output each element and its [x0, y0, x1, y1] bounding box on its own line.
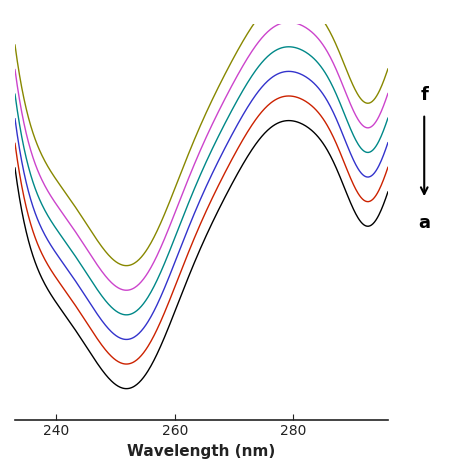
Text: f: f: [420, 86, 428, 104]
X-axis label: Wavelength (nm): Wavelength (nm): [128, 444, 275, 459]
Text: a: a: [418, 214, 430, 232]
